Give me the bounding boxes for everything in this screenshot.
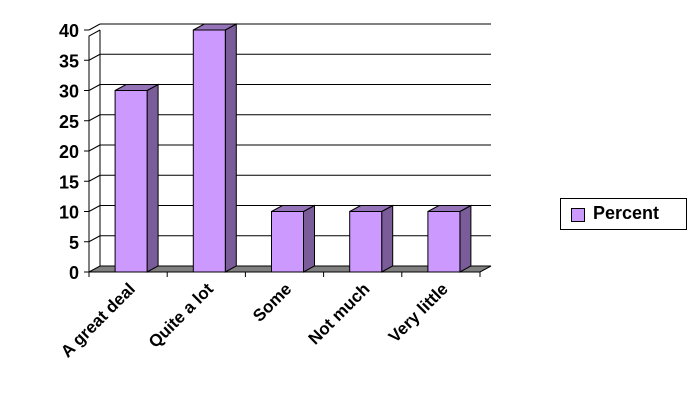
bar-side [303, 204, 315, 273]
gridline-side [88, 53, 101, 61]
x-category-label: Not much [305, 279, 374, 348]
y-tick-label: 5 [69, 233, 79, 253]
gridline-side [88, 235, 101, 243]
bar [427, 204, 472, 273]
bar-front [349, 211, 383, 273]
gridline-side [88, 144, 101, 152]
bar-side [224, 23, 237, 273]
legend-swatch [571, 208, 585, 222]
x-category-label: Quite a lot [145, 279, 217, 351]
y-tick-label: 35 [59, 51, 79, 71]
y-tick-label: 25 [59, 112, 79, 132]
bar-side [459, 204, 472, 273]
y-tick-label: 10 [59, 203, 79, 223]
gridline-side [88, 114, 101, 122]
bar [271, 204, 315, 273]
bar [114, 83, 159, 273]
bar-side [381, 204, 394, 273]
y-tick-label: 15 [59, 172, 79, 192]
plot-walls [88, 29, 101, 272]
x-category-label: A great deal [57, 279, 139, 361]
gridline-side [88, 174, 101, 182]
y-tick-label: 0 [69, 263, 79, 283]
y-tick-labels: 0 5 10 15 20 25 30 35 40 [59, 21, 79, 283]
bars [114, 23, 472, 273]
gridline-side [88, 205, 101, 212]
bar-front [271, 211, 304, 273]
bar [349, 204, 394, 273]
gridline-side [88, 84, 101, 91]
bar-front [192, 29, 226, 273]
legend: Percent [560, 198, 687, 230]
x-category-label: Very little [385, 279, 452, 346]
bar-front [427, 211, 461, 273]
axes [84, 29, 481, 277]
bar-side [146, 83, 159, 273]
y-tick-label: 40 [59, 21, 79, 41]
x-tick-labels: A great deal Quite a lot Some Not much Very … [57, 279, 452, 361]
gridline-side [88, 23, 101, 31]
y-tick-label: 20 [59, 142, 79, 162]
side-wall [88, 29, 101, 272]
y-tick-label: 30 [59, 82, 79, 102]
x-category-label: Some [249, 279, 295, 325]
bar-front [114, 90, 148, 273]
bar [192, 23, 237, 273]
legend-label-percent: Percent [593, 203, 660, 223]
